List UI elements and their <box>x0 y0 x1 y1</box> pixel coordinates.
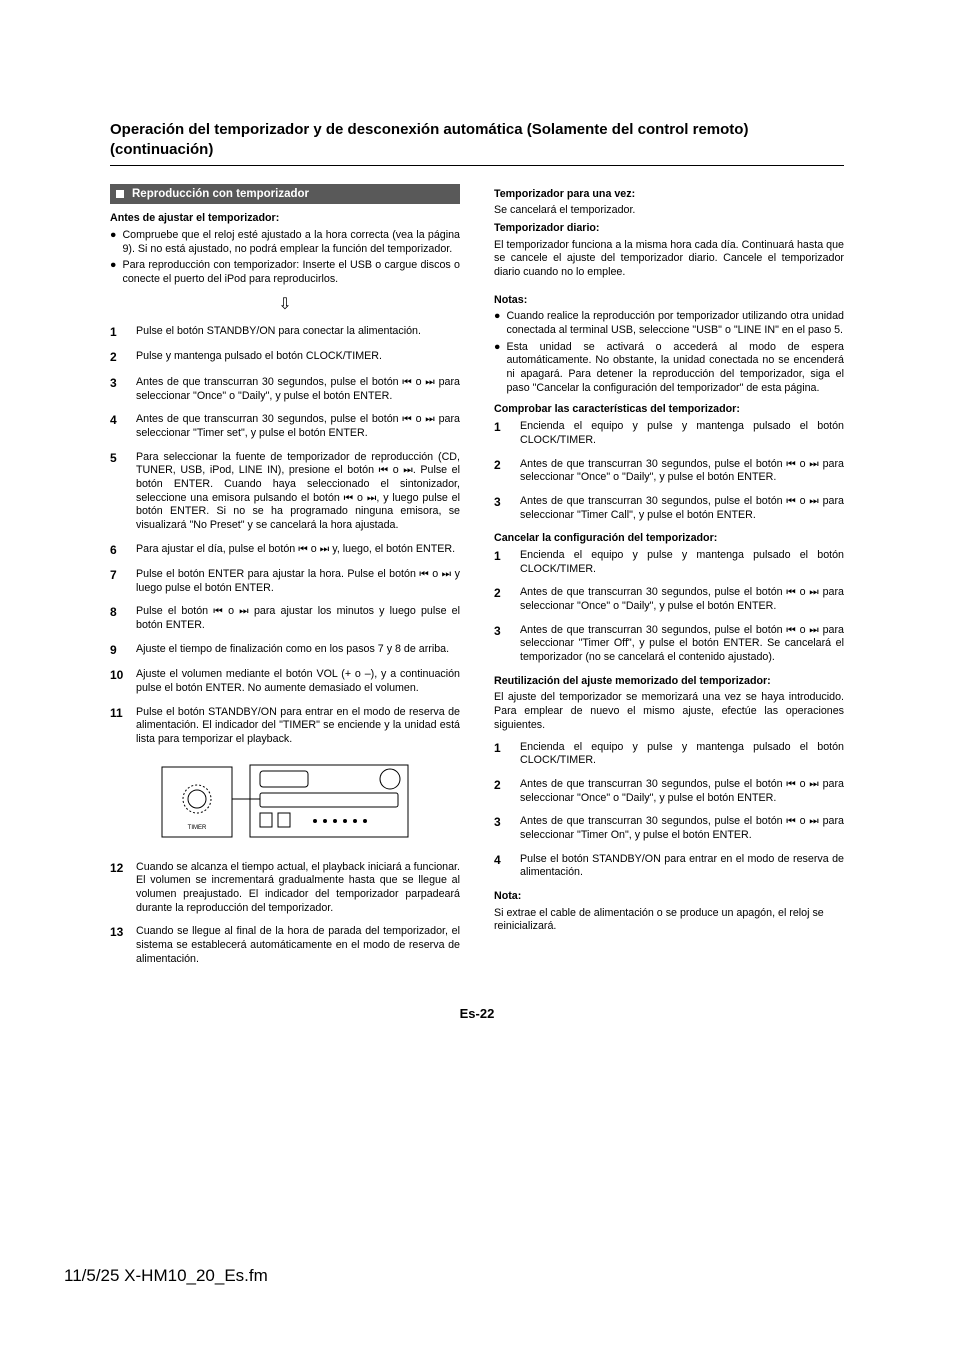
step-number: 6 <box>110 543 128 558</box>
bullet-text: Para reproducción con temporizador: Inse… <box>122 259 460 286</box>
step-text: Pulse el botón STANDBY/ON para entrar en… <box>136 706 460 747</box>
bullet-icon: ● <box>494 310 500 337</box>
step-number: 1 <box>494 549 512 576</box>
left-column: Reproducción con temporizador Antes de a… <box>110 184 460 977</box>
notas-bullets: ●Cuando realice la reproducción por temp… <box>494 310 844 395</box>
step-text: Pulse el botón STANDBY/ON para entrar en… <box>520 853 844 880</box>
before-heading: Antes de ajustar el temporizador: <box>110 212 460 226</box>
step-text: Antes de que transcurran 30 segundos, pu… <box>520 458 844 485</box>
cancel-heading: Cancelar la configuración del temporizad… <box>494 532 844 546</box>
step-text: Pulse el botón ENTER para ajustar la hor… <box>136 568 460 595</box>
step-text: Pulse y mantenga pulsado el botón CLOCK/… <box>136 350 460 365</box>
step-number: 3 <box>110 376 128 403</box>
step-text: Encienda el equipo y pulse y mantenga pu… <box>520 420 844 447</box>
remote-illustration: TIMER <box>160 757 410 847</box>
step-number: 1 <box>494 420 512 447</box>
step-number: 1 <box>110 325 128 340</box>
step-number: 11 <box>110 706 128 747</box>
step-text: Antes de que transcurran 30 segundos, pu… <box>520 495 844 522</box>
step-text: Pulse el botón ⏮ o ⏭ para ajustar los mi… <box>136 605 460 632</box>
step-number: 10 <box>110 668 128 695</box>
step-text: Antes de que transcurran 30 segundos, pu… <box>520 778 844 805</box>
step-number: 8 <box>110 605 128 632</box>
bullet-text: Compruebe que el reloj esté ajustado a l… <box>122 229 460 256</box>
step-text: Ajuste el tiempo de finalización como en… <box>136 643 460 658</box>
step-text: Pulse el botón STANDBY/ON para conectar … <box>136 325 460 340</box>
step-text: Encienda el equipo y pulse y mantenga pu… <box>520 741 844 768</box>
step-number: 9 <box>110 643 128 658</box>
nota-text: Si extrae el cable de alimentación o se … <box>494 907 844 934</box>
bullet-text: Cuando realice la reproducción por tempo… <box>506 310 844 337</box>
daily-heading: Temporizador diario: <box>494 222 844 236</box>
step-text: Antes de que transcurran 30 segundos, pu… <box>136 413 460 440</box>
section-header: Reproducción con temporizador <box>110 184 460 205</box>
reuse-heading: Reutilización del ajuste memorizado del … <box>494 675 844 689</box>
step-text: Antes de que transcurran 30 segundos, pu… <box>136 376 460 403</box>
arrow-down-icon: ⇩ <box>110 295 460 315</box>
step-text: Ajuste el volumen mediante el botón VOL … <box>136 668 460 695</box>
step-text: Antes de que transcurran 30 segundos, pu… <box>520 624 844 665</box>
daily-text: El temporizador funciona a la misma hora… <box>494 239 844 280</box>
step-number: 2 <box>494 778 512 805</box>
step-number: 12 <box>110 861 128 916</box>
left-steps: 1 Pulse el botón STANDBY/ON para conectar… <box>110 325 460 747</box>
reuse-steps: 1 Encienda el equipo y pulse y mantenga p… <box>494 741 844 881</box>
bullet-icon: ● <box>110 259 116 286</box>
step-number: 3 <box>494 815 512 842</box>
timer-label: TIMER <box>188 825 207 831</box>
step-text: Antes de que transcurran 30 segundos, pu… <box>520 815 844 842</box>
step-number: 2 <box>494 458 512 485</box>
title-divider <box>110 165 844 166</box>
step-text: Encienda el equipo y pulse y mantenga pu… <box>520 549 844 576</box>
nota-heading: Nota: <box>494 890 844 904</box>
step-number: 3 <box>494 495 512 522</box>
cancel-steps: 1 Encienda el equipo y pulse y mantenga p… <box>494 549 844 665</box>
before-bullets: ●Compruebe que el reloj esté ajustado a … <box>110 229 460 287</box>
bullet-icon: ● <box>110 229 116 256</box>
section-header-text: Reproducción con temporizador <box>132 187 309 202</box>
step-number: 2 <box>494 586 512 613</box>
bullet-text: Esta unidad se activará o accederá al mo… <box>506 341 844 396</box>
step-number: 7 <box>110 568 128 595</box>
step-number: 1 <box>494 741 512 768</box>
once-text: Se cancelará el temporizador. <box>494 204 844 218</box>
page-number: Es-22 <box>110 1006 844 1021</box>
step-text: Cuando se alcanza el tiempo actual, el p… <box>136 861 460 916</box>
once-heading: Temporizador para una vez: <box>494 188 844 202</box>
step-number: 4 <box>110 413 128 440</box>
step-text: Para seleccionar la fuente de temporizad… <box>136 451 460 533</box>
square-bullet-icon <box>116 190 124 198</box>
step-number: 2 <box>110 350 128 365</box>
left-steps-cont: 12Cuando se alcanza el tiempo actual, el… <box>110 861 460 967</box>
step-number: 13 <box>110 925 128 966</box>
check-steps: 1 Encienda el equipo y pulse y mantenga p… <box>494 420 844 522</box>
right-column: Temporizador para una vez: Se cancelará … <box>494 184 844 977</box>
step-text: Antes de que transcurran 30 segundos, pu… <box>520 586 844 613</box>
step-number: 4 <box>494 853 512 880</box>
step-number: 5 <box>110 451 128 533</box>
footer-filename: 11/5/25 X-HM10_20_Es.fm <box>64 1266 268 1286</box>
page-title: Operación del temporizador y de desconex… <box>110 120 844 161</box>
reuse-text: El ajuste del temporizador se memorizará… <box>494 691 844 732</box>
bullet-icon: ● <box>494 341 500 396</box>
notas-heading: Notas: <box>494 294 844 308</box>
step-number: 3 <box>494 624 512 665</box>
check-heading: Comprobar las características del tempor… <box>494 403 844 417</box>
step-text: Para ajustar el día, pulse el botón ⏮ o … <box>136 543 460 558</box>
step-text: Cuando se llegue al final de la hora de … <box>136 925 460 966</box>
